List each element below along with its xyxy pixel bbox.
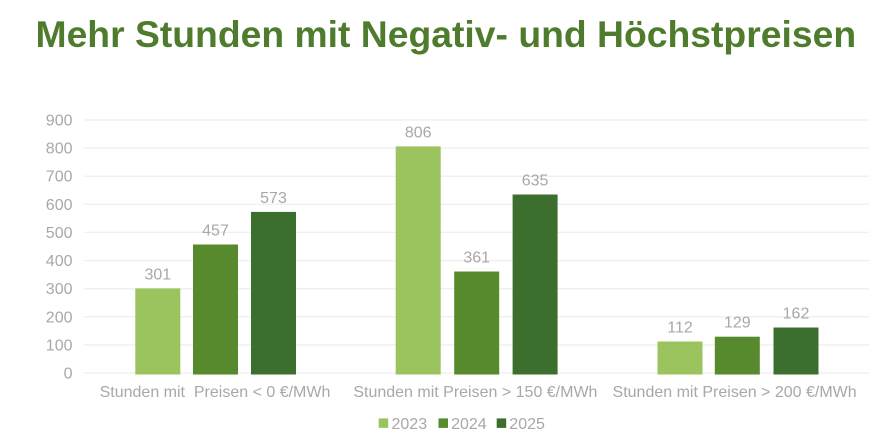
svg-text:635: 635 <box>522 173 549 190</box>
svg-text:0: 0 <box>64 366 73 383</box>
svg-text:573: 573 <box>260 190 287 207</box>
svg-text:2025: 2025 <box>509 416 545 433</box>
svg-text:100: 100 <box>46 337 73 354</box>
svg-text:457: 457 <box>202 223 229 240</box>
svg-text:112: 112 <box>667 320 693 337</box>
svg-text:Stunden mit Preisen > 200 €/MW: Stunden mit Preisen > 200 €/MWh <box>613 384 857 401</box>
svg-text:200: 200 <box>46 309 73 326</box>
svg-text:806: 806 <box>405 124 432 141</box>
svg-text:Stunden mit Preisen > 150 €/MW: Stunden mit Preisen > 150 €/MWh <box>353 384 597 401</box>
svg-text:500: 500 <box>46 225 73 242</box>
svg-text:300: 300 <box>46 281 73 298</box>
svg-text:Mehr Stunden mit Negativ- und: Mehr Stunden mit Negativ- und Höchstprei… <box>36 13 857 55</box>
svg-text:600: 600 <box>46 197 73 214</box>
svg-text:129: 129 <box>724 315 751 332</box>
svg-text:Stunden mit Preisen < 0 €/MWh: Stunden mit Preisen < 0 €/MWh <box>100 384 331 401</box>
svg-text:361: 361 <box>463 250 490 267</box>
svg-text:162: 162 <box>783 306 810 323</box>
svg-text:2024: 2024 <box>451 416 487 433</box>
svg-text:800: 800 <box>46 141 73 158</box>
svg-text:400: 400 <box>46 253 73 270</box>
svg-text:700: 700 <box>46 169 73 186</box>
svg-text:2023: 2023 <box>392 416 428 433</box>
svg-text:900: 900 <box>46 113 73 130</box>
svg-text:301: 301 <box>144 266 171 283</box>
